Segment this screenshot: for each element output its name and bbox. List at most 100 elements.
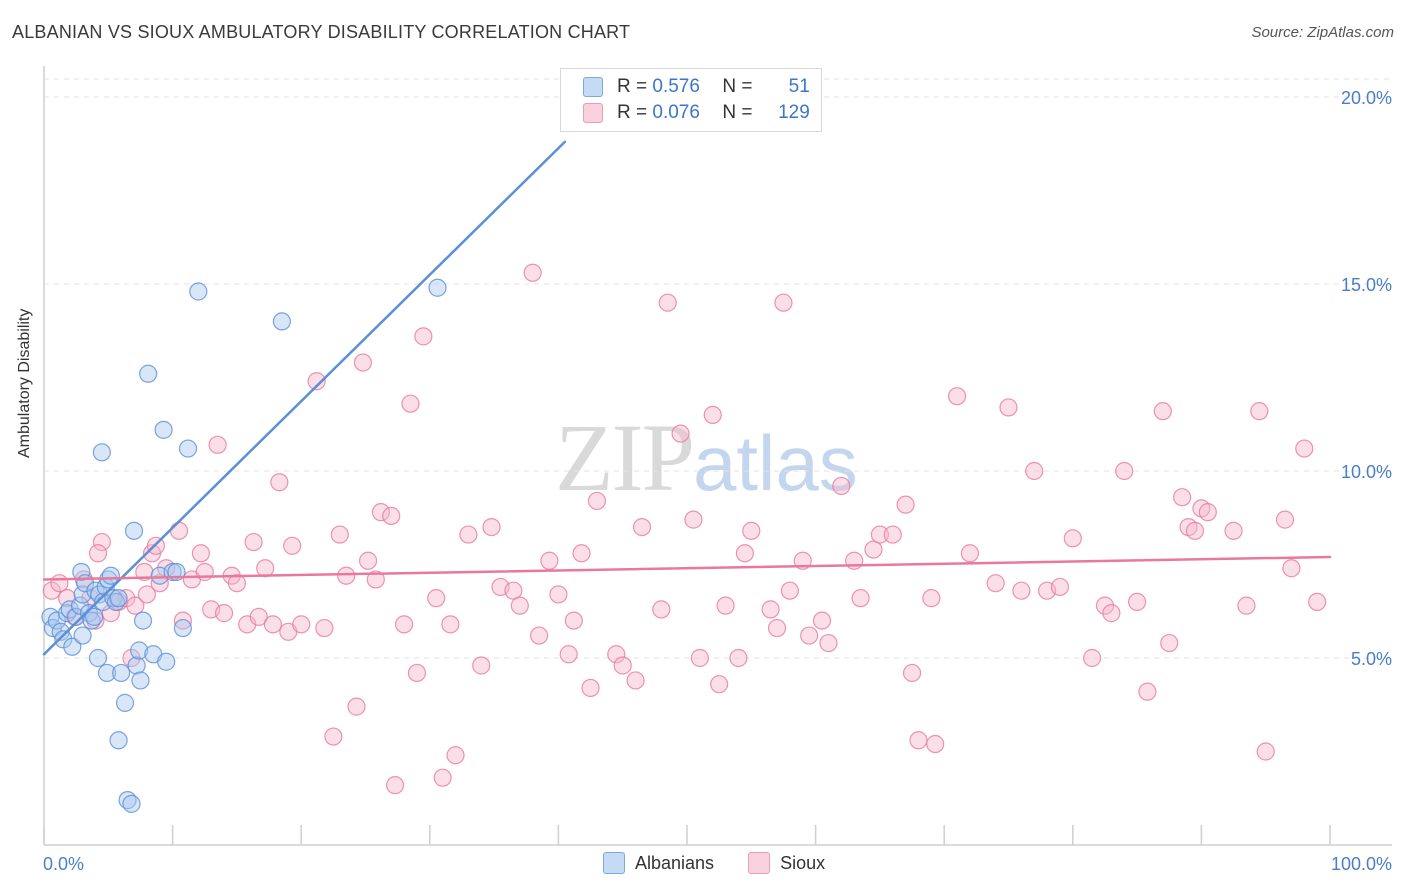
sioux-point (270, 473, 289, 492)
sioux-point (587, 491, 607, 511)
sioux-point (851, 589, 870, 608)
y-axis-label: Ambulatory Disability (16, 308, 33, 458)
x-tick-label: 100.0% (1331, 854, 1392, 874)
sioux-point (735, 544, 754, 563)
sioux-point (922, 589, 941, 608)
legend-swatch-albanians (583, 77, 603, 97)
sioux-point (353, 353, 373, 372)
y-tick-label: 15.0% (1341, 275, 1392, 295)
sioux-point (50, 574, 69, 593)
albanians-point (178, 439, 198, 458)
sioux-point (214, 604, 234, 623)
sioux-point (382, 506, 401, 525)
sioux-point (401, 394, 420, 413)
sioux-point (337, 566, 356, 585)
sioux-point (1173, 488, 1192, 507)
chart-title: ALBANIAN VS SIOUX AMBULATORY DISABILITY … (12, 22, 631, 42)
sioux-point (800, 626, 819, 645)
legend-row-sioux: R = 0.076 N = 129 (583, 101, 810, 125)
sioux-point (729, 648, 748, 668)
sioux-point (126, 596, 145, 615)
albanians-point (109, 589, 128, 608)
sioux-point (572, 544, 591, 563)
sioux-point (684, 510, 703, 529)
sioux-point (371, 503, 391, 522)
albanians-point (428, 278, 447, 297)
albanians-point (72, 562, 91, 582)
sioux-point (366, 570, 385, 589)
y-tick-label: 10.0% (1341, 462, 1392, 482)
sioux-point (832, 476, 851, 496)
sioux-point (169, 521, 189, 540)
sioux-point (613, 656, 632, 675)
sioux-point (88, 544, 108, 563)
legend-n-label: N = (722, 102, 753, 123)
albanians-point (109, 731, 128, 750)
sioux-point (1237, 596, 1256, 615)
albanians-point (60, 600, 79, 619)
sioux-point (530, 626, 549, 645)
sioux-point (703, 405, 722, 424)
sioux-point (42, 581, 61, 600)
albanians-point (154, 420, 173, 439)
sioux-point (407, 663, 427, 683)
albanians-point (112, 663, 131, 683)
sioux-point (1138, 682, 1157, 701)
sioux-point (819, 633, 838, 653)
series-swatch-sioux (748, 852, 771, 874)
sioux-point (324, 727, 343, 746)
albanians-point (47, 611, 66, 630)
sioux-point (607, 645, 626, 664)
sioux-point (870, 525, 890, 544)
sioux-point (632, 517, 652, 537)
sioux-point (92, 532, 111, 552)
y-tick-label: 5.0% (1351, 649, 1392, 669)
sioux-point (1256, 742, 1275, 761)
sioux-point (564, 611, 583, 630)
sioux-point (137, 585, 156, 604)
sioux-point (446, 746, 465, 765)
albanians-point (63, 637, 82, 656)
albanians-point (173, 618, 192, 638)
sioux-point (330, 525, 349, 544)
sioux-point (540, 551, 559, 570)
albanians-point (127, 656, 146, 675)
sioux-point (652, 600, 671, 619)
sioux-point (1082, 648, 1102, 668)
sioux-point (135, 562, 154, 582)
sioux-point (472, 656, 491, 675)
sioux-point (1050, 577, 1070, 597)
sioux-point (358, 551, 378, 570)
series-swatch-albanians (603, 852, 625, 874)
series-label-albanians: Albanians (635, 852, 715, 873)
sioux-point (1153, 402, 1172, 421)
legend-r-label: R = (617, 76, 648, 97)
albanians-point (122, 794, 141, 813)
sioux-point (459, 525, 478, 544)
y-tick-label: 20.0% (1341, 88, 1392, 108)
sioux-point (414, 327, 433, 346)
sioux-point (559, 645, 578, 664)
sioux-point (441, 615, 460, 634)
sioux-point (1012, 581, 1031, 600)
albanians-point (92, 443, 111, 462)
sioux-point (926, 734, 945, 754)
albanians-trend-line (42, 140, 567, 656)
legend-n-label: N = (722, 76, 753, 97)
sioux-point (1160, 633, 1179, 653)
legend-r-value: 0.076 (652, 102, 700, 123)
sioux-point (690, 648, 709, 668)
sioux-point (1185, 521, 1205, 540)
sioux-trend-line (42, 555, 1332, 581)
sioux-point (227, 574, 246, 593)
sioux-point (1127, 592, 1147, 612)
sioux-point (208, 435, 227, 454)
sioux-point (947, 387, 967, 406)
sioux-point (1295, 439, 1314, 458)
series-legend-albanians: Albanians (603, 852, 714, 874)
sioux-point (1063, 529, 1082, 548)
albanians-point (139, 364, 158, 383)
sioux-point (986, 574, 1005, 593)
sioux-point (244, 532, 263, 552)
